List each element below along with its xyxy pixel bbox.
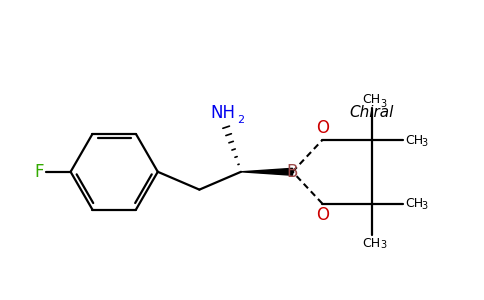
Text: F: F (34, 163, 44, 181)
Text: 3: 3 (381, 240, 387, 250)
Text: O: O (316, 206, 329, 224)
Text: 3: 3 (422, 202, 427, 212)
Text: CH: CH (406, 134, 424, 147)
Text: 3: 3 (422, 138, 427, 148)
Text: CH: CH (363, 93, 381, 106)
Text: NH: NH (211, 104, 236, 122)
Text: 2: 2 (237, 115, 244, 125)
Text: Chiral: Chiral (349, 105, 394, 120)
Text: 3: 3 (381, 99, 387, 110)
Text: B: B (287, 163, 298, 181)
Polygon shape (241, 168, 292, 175)
Text: CH: CH (363, 237, 381, 250)
Text: O: O (316, 119, 329, 137)
Text: CH: CH (406, 197, 424, 210)
